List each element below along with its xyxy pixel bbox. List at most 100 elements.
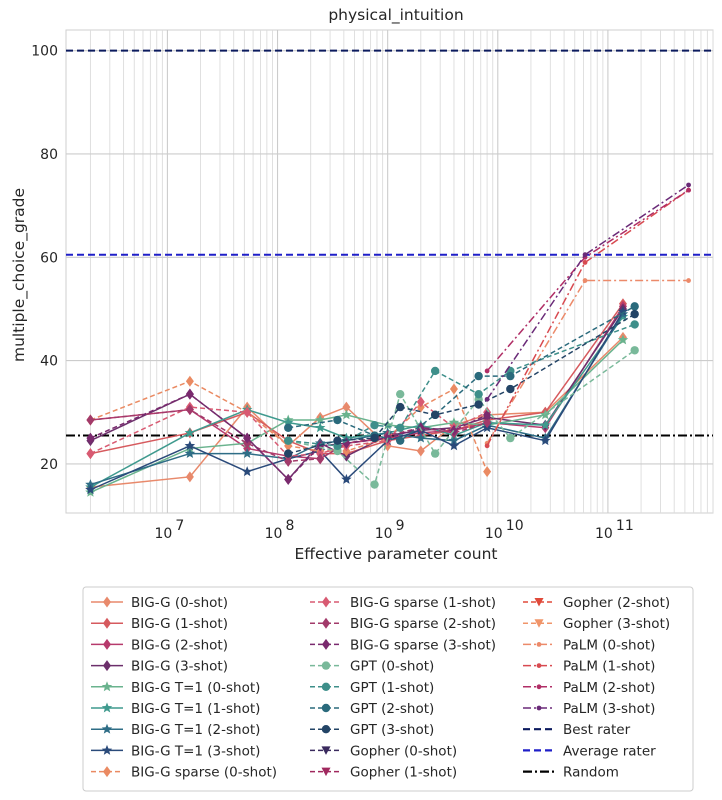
series-line-13 bbox=[288, 323, 635, 447]
legend-marker bbox=[536, 663, 542, 668]
legend-label: GPT (3-shot) bbox=[350, 722, 434, 738]
data-point bbox=[184, 448, 196, 459]
data-point bbox=[314, 422, 326, 433]
y-tick-label: 20 bbox=[40, 457, 58, 473]
data-point bbox=[382, 419, 393, 430]
data-point bbox=[448, 440, 460, 451]
legend-label: BIG-G (3-shot) bbox=[131, 659, 228, 675]
x-tick-label: 10 bbox=[375, 526, 393, 542]
series-line-8 bbox=[90, 380, 488, 472]
data-point bbox=[396, 389, 405, 399]
data-point bbox=[284, 423, 293, 432]
y-tick-label: 60 bbox=[40, 250, 58, 266]
data-point bbox=[474, 400, 483, 409]
legend-label: BIG-G (2-shot) bbox=[131, 637, 228, 653]
data-point bbox=[630, 302, 639, 311]
data-point bbox=[416, 445, 425, 457]
x-axis-label: Effective parameter count bbox=[294, 545, 497, 563]
legend-marker bbox=[101, 744, 113, 755]
x-tick-exponent: 11 bbox=[616, 518, 634, 534]
legend-marker bbox=[322, 617, 330, 629]
data-point bbox=[506, 371, 515, 381]
legend-label: BIG-G sparse (1-shot) bbox=[350, 595, 496, 611]
legend-label: Gopher (2-shot) bbox=[563, 595, 670, 611]
legend-marker bbox=[322, 638, 330, 650]
legend-label: Gopher (0-shot) bbox=[350, 743, 457, 759]
legend-label: Gopher (1-shot) bbox=[350, 765, 457, 781]
series-line-15 bbox=[288, 313, 636, 455]
legend-label: BIG-G T=1 (3-shot) bbox=[131, 743, 260, 759]
data-point bbox=[314, 414, 326, 425]
data-point bbox=[540, 419, 551, 430]
legend-label: Gopher (3-shot) bbox=[563, 616, 670, 632]
legend-label: PaLM (1-shot) bbox=[563, 659, 655, 675]
series-line-12 bbox=[288, 349, 636, 486]
data-point bbox=[241, 448, 253, 459]
data-point bbox=[284, 455, 293, 467]
data-point bbox=[483, 409, 492, 421]
legend-marker bbox=[321, 703, 331, 713]
data-point bbox=[396, 436, 405, 445]
x-tick-exponent: 10 bbox=[506, 518, 524, 534]
data-point bbox=[370, 420, 379, 430]
series-line-14 bbox=[288, 305, 636, 442]
x-tick-exponent: 8 bbox=[286, 518, 295, 534]
legend-marker bbox=[101, 702, 113, 713]
data-point bbox=[284, 449, 293, 458]
data-point bbox=[484, 396, 490, 402]
legend-label: GPT (0-shot) bbox=[350, 659, 434, 675]
y-tick-label: 80 bbox=[40, 147, 58, 163]
legend-label: PaLM (0-shot) bbox=[563, 637, 655, 653]
legend-label: Best rater bbox=[563, 722, 631, 738]
data-point bbox=[430, 366, 440, 376]
series-line-7 bbox=[90, 311, 624, 491]
y-tick-label: 40 bbox=[40, 354, 58, 370]
data-point bbox=[430, 449, 440, 458]
data-point bbox=[370, 433, 379, 443]
legend: BIG-G (0-shot) BIG-G (1-shot) BIG-G (2-sho… bbox=[82, 586, 694, 792]
data-point bbox=[243, 432, 252, 444]
legend-marker bbox=[536, 684, 542, 690]
data-point bbox=[415, 432, 427, 443]
legend-label: GPT (1-shot) bbox=[350, 680, 434, 696]
data-point bbox=[185, 375, 194, 387]
legend-marker bbox=[103, 766, 111, 778]
data-point bbox=[396, 423, 405, 432]
data-point bbox=[85, 479, 96, 490]
data-point bbox=[333, 436, 342, 445]
data-point bbox=[474, 371, 483, 381]
legend-marker bbox=[101, 681, 113, 692]
data-point bbox=[686, 278, 691, 283]
data-point bbox=[630, 320, 639, 329]
x-tick-label: 10 bbox=[485, 526, 503, 542]
legend-label: BIG-G T=1 (0-shot) bbox=[131, 680, 260, 696]
series-line-11 bbox=[90, 393, 488, 481]
series-line-0 bbox=[90, 336, 624, 488]
legend-label: GPT (2-shot) bbox=[350, 701, 434, 717]
data-point bbox=[416, 396, 425, 408]
legend-label: BIG-G (0-shot) bbox=[131, 595, 228, 611]
legend-label: Random bbox=[563, 765, 619, 781]
data-point bbox=[506, 433, 515, 443]
x-tick-label: 10 bbox=[265, 526, 283, 542]
data-point bbox=[243, 406, 252, 418]
legend-marker bbox=[534, 619, 544, 628]
legend-marker bbox=[103, 617, 111, 629]
data-point bbox=[474, 389, 483, 399]
data-point bbox=[284, 473, 293, 485]
y-axis-label: multiple_choice_grade bbox=[10, 188, 29, 362]
data-point bbox=[86, 448, 95, 460]
data-point bbox=[342, 401, 351, 413]
data-point bbox=[430, 410, 440, 420]
data-point bbox=[686, 187, 691, 193]
x-tick-label: 10 bbox=[154, 526, 172, 542]
data-point bbox=[185, 471, 194, 483]
data-point bbox=[582, 278, 588, 283]
legend-marker bbox=[321, 725, 331, 734]
data-point bbox=[370, 480, 379, 489]
x-tick-label: 10 bbox=[595, 526, 613, 542]
legend-label: BIG-G T=1 (2-shot) bbox=[131, 722, 260, 738]
x-tick-exponent: 9 bbox=[396, 518, 405, 534]
data-point bbox=[282, 417, 294, 428]
